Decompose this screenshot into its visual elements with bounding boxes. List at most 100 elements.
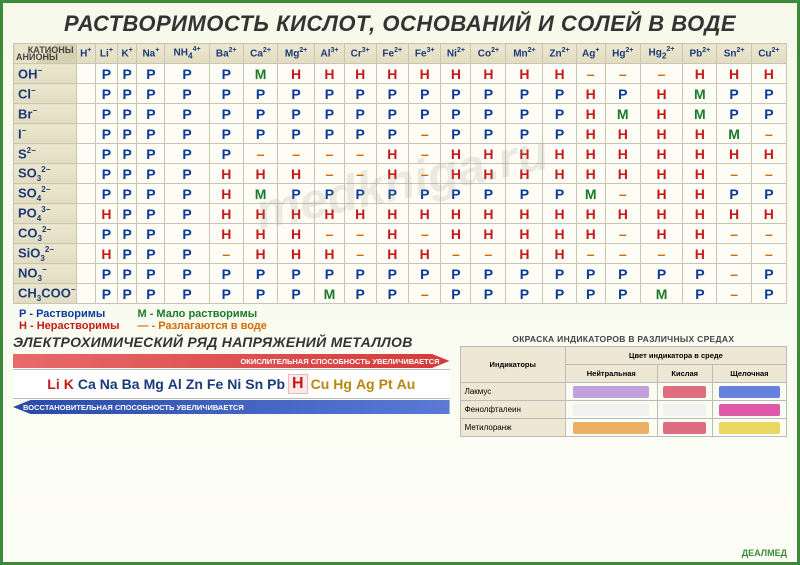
metal-h: H bbox=[288, 374, 308, 394]
ind-row-name: Метилоранж bbox=[460, 419, 565, 437]
solubility-cell: – bbox=[344, 244, 376, 264]
anion-label: PO43− bbox=[14, 204, 77, 224]
solubility-cell: Р bbox=[576, 284, 605, 304]
solubility-cell: Р bbox=[409, 184, 441, 204]
solubility-cell: Р bbox=[278, 124, 315, 144]
solubility-cell: Р bbox=[717, 84, 751, 104]
solubility-cell: Р bbox=[278, 104, 315, 124]
solubility-cell: М bbox=[243, 184, 277, 204]
solubility-cell: Р bbox=[471, 124, 506, 144]
color-swatch bbox=[573, 386, 649, 398]
solubility-cell: Р bbox=[471, 104, 506, 124]
solubility-cell: Р bbox=[137, 64, 165, 84]
ind-swatch-cell bbox=[712, 401, 786, 419]
solubility-cell: Р bbox=[165, 84, 209, 104]
solubility-cell: Н bbox=[683, 244, 717, 264]
solubility-cell bbox=[76, 124, 95, 144]
color-swatch bbox=[663, 386, 706, 398]
solubility-cell: Р bbox=[376, 264, 408, 284]
solubility-cell: Р bbox=[165, 104, 209, 124]
solubility-cell: – bbox=[409, 284, 441, 304]
solubility-cell: Н bbox=[605, 164, 640, 184]
metal-pb: Pb bbox=[266, 376, 286, 392]
anion-label: OH− bbox=[14, 64, 77, 84]
solubility-cell: М bbox=[683, 84, 717, 104]
solubility-cell: Р bbox=[95, 184, 117, 204]
solubility-cell: Н bbox=[506, 224, 543, 244]
solubility-cell: Н bbox=[376, 224, 408, 244]
solubility-cell: Р bbox=[137, 264, 165, 284]
solubility-cell: Р bbox=[209, 64, 243, 84]
anion-label: SO32− bbox=[14, 164, 77, 184]
solubility-cell: Р bbox=[117, 64, 136, 84]
solubility-cell: Н bbox=[640, 104, 682, 124]
solubility-cell: – bbox=[605, 244, 640, 264]
solubility-cell: Н bbox=[543, 204, 576, 224]
ind-h1: Индикаторы bbox=[460, 347, 565, 383]
cation-header: Sn2+ bbox=[717, 44, 751, 64]
solubility-cell: Н bbox=[543, 164, 576, 184]
metal-k: K bbox=[63, 376, 75, 392]
solubility-cell: М bbox=[576, 184, 605, 204]
solubility-cell: Н bbox=[506, 64, 543, 84]
corner-cell: КАТИОНЫАНИОНЫ bbox=[14, 44, 77, 64]
solubility-cell: – bbox=[344, 164, 376, 184]
solubility-cell bbox=[76, 144, 95, 164]
solubility-cell: – bbox=[471, 244, 506, 264]
anion-label: I− bbox=[14, 124, 77, 144]
metal-al: Al bbox=[167, 376, 183, 392]
solubility-cell: – bbox=[717, 244, 751, 264]
solubility-cell: – bbox=[576, 244, 605, 264]
solubility-cell: Р bbox=[117, 224, 136, 244]
solubility-cell: Н bbox=[683, 64, 717, 84]
solubility-cell: Р bbox=[683, 264, 717, 284]
solubility-cell: Р bbox=[117, 184, 136, 204]
solubility-cell: М bbox=[243, 64, 277, 84]
cation-header: Fe2+ bbox=[376, 44, 408, 64]
solubility-cell bbox=[76, 164, 95, 184]
solubility-cell: – bbox=[315, 164, 345, 184]
solubility-cell: Н bbox=[209, 224, 243, 244]
solubility-cell: Р bbox=[278, 284, 315, 304]
cation-header: NH44+ bbox=[165, 44, 209, 64]
ind-swatch-cell bbox=[657, 383, 712, 401]
solubility-cell: Р bbox=[344, 104, 376, 124]
solubility-cell: Н bbox=[441, 144, 471, 164]
poster-frame: medkniga.ru РАСТВОРИМОСТЬ КИСЛОТ, ОСНОВА… bbox=[0, 0, 800, 565]
solubility-cell: Н bbox=[209, 184, 243, 204]
ind-col: Щелочная bbox=[712, 365, 786, 383]
solubility-cell: Р bbox=[165, 264, 209, 284]
metal-cu: Cu bbox=[310, 376, 331, 392]
solubility-cell: Н bbox=[471, 224, 506, 244]
ind-col: Кислая bbox=[657, 365, 712, 383]
ind-h2: Цвет индикатора в среде bbox=[565, 347, 786, 365]
cation-header: Cu2+ bbox=[751, 44, 786, 64]
solubility-cell: Н bbox=[441, 64, 471, 84]
solubility-cell: Р bbox=[543, 124, 576, 144]
solubility-cell: М bbox=[683, 104, 717, 124]
solubility-cell: Н bbox=[683, 144, 717, 164]
ind-swatch-cell bbox=[565, 383, 657, 401]
solubility-cell: Р bbox=[117, 164, 136, 184]
solubility-cell: Р bbox=[751, 284, 786, 304]
metal-pt: Pt bbox=[378, 376, 394, 392]
cation-header: Fe3+ bbox=[409, 44, 441, 64]
cation-header: Ni2+ bbox=[441, 44, 471, 64]
metal-au: Au bbox=[396, 376, 417, 392]
solubility-cell: Н bbox=[683, 204, 717, 224]
solubility-cell: – bbox=[344, 144, 376, 164]
solubility-cell: – bbox=[441, 244, 471, 264]
solubility-cell: Р bbox=[344, 84, 376, 104]
ind-swatch-cell bbox=[565, 401, 657, 419]
solubility-cell: М bbox=[315, 284, 345, 304]
solubility-cell: Р bbox=[137, 144, 165, 164]
ind-swatch-cell bbox=[712, 383, 786, 401]
solubility-cell: Р bbox=[209, 124, 243, 144]
solubility-cell: Н bbox=[640, 84, 682, 104]
solubility-cell: Р bbox=[683, 284, 717, 304]
oxidizing-arrow: ОКИСЛИТЕЛЬНАЯ СПОСОБНОСТЬ УВЕЛИЧИВАЕТСЯ bbox=[13, 354, 450, 368]
solubility-cell: Р bbox=[543, 264, 576, 284]
solubility-cell: Н bbox=[278, 224, 315, 244]
solubility-cell: Р bbox=[137, 164, 165, 184]
solubility-cell: Н bbox=[471, 164, 506, 184]
